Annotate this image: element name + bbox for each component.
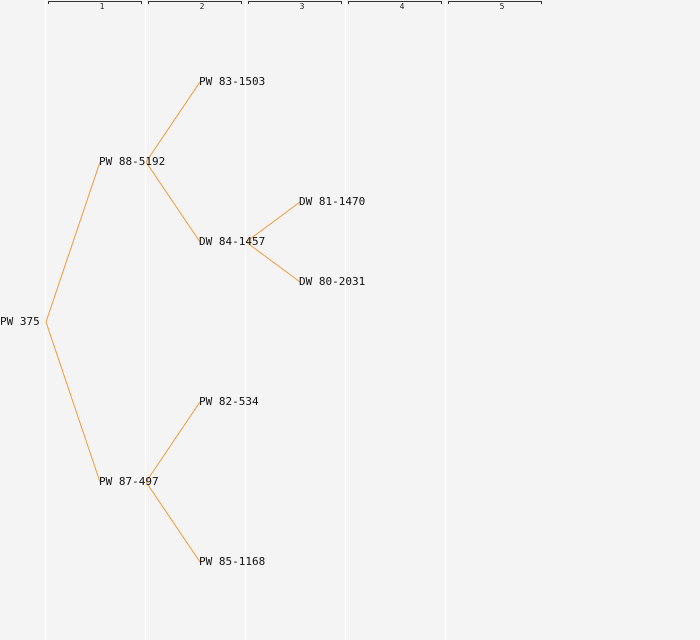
pedigree-link — [145, 481, 201, 563]
pedigree-node-label[interactable]: DW 80-2031 — [299, 275, 366, 288]
pedigree-node-label[interactable]: PW 83-1503 — [199, 75, 266, 88]
generation-label-2: 2 — [199, 2, 205, 11]
generation-bracket-1 — [48, 1, 142, 4]
column-divider — [245, 0, 246, 640]
column-divider — [445, 0, 446, 640]
pedigree-node-label[interactable]: PW 82-534 — [199, 395, 259, 408]
generation-label-1: 1 — [99, 2, 105, 11]
column-divider — [45, 0, 46, 640]
pedigree-node-label[interactable]: PW 375 — [0, 315, 40, 328]
column-divider — [345, 0, 346, 640]
generation-bracket-3 — [248, 1, 342, 4]
column-divider — [145, 0, 146, 640]
pedigree-link — [245, 201, 301, 243]
pedigree-link — [45, 161, 101, 323]
pedigree-link — [245, 241, 301, 283]
pedigree-node-label[interactable]: DW 84-1457 — [199, 235, 266, 248]
generation-bracket-2 — [148, 1, 242, 4]
generation-label-5: 5 — [499, 2, 505, 11]
generation-bracket-4 — [348, 1, 442, 4]
pedigree-link — [145, 81, 201, 163]
pedigree-link — [145, 401, 201, 483]
pedigree-node-label[interactable]: PW 87-497 — [99, 475, 159, 488]
pedigree-node-label[interactable]: PW 88-5192 — [99, 155, 166, 168]
generation-label-3: 3 — [299, 2, 305, 11]
pedigree-node-label[interactable]: DW 81-1470 — [299, 195, 366, 208]
pedigree-link — [145, 161, 201, 243]
pedigree-link — [45, 321, 101, 483]
generation-label-4: 4 — [399, 2, 405, 11]
generation-bracket-5 — [448, 1, 542, 4]
pedigree-node-label[interactable]: PW 85-1168 — [199, 555, 266, 568]
